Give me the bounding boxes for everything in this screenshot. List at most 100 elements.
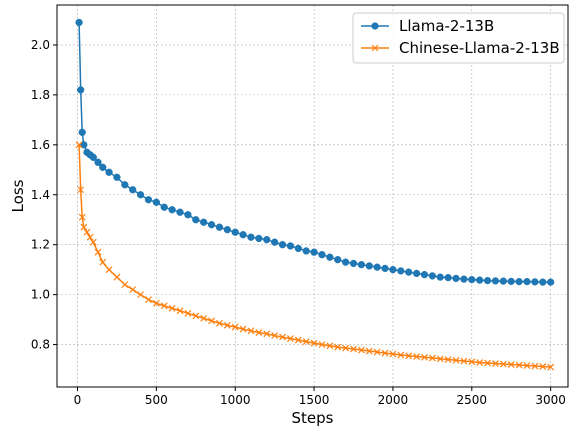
data-point (428, 272, 437, 280)
data-point (531, 362, 539, 370)
data-point (342, 344, 350, 352)
data-point (263, 236, 271, 244)
data-point (78, 213, 86, 221)
data-point (137, 291, 145, 299)
data-point (341, 258, 350, 266)
data-point (77, 186, 85, 194)
data-point (547, 278, 555, 286)
data-point (365, 347, 373, 355)
data-point (80, 141, 88, 149)
data-point (255, 329, 263, 336)
data-point (271, 332, 279, 339)
data-point (444, 273, 452, 282)
data-point (334, 343, 342, 351)
data-point (350, 345, 357, 353)
data-point (310, 339, 318, 347)
legend-item: Llama-2-13B (361, 17, 494, 35)
data-point (247, 233, 255, 241)
data-point (302, 338, 310, 345)
data-point (405, 268, 413, 276)
x-tick-label: 1500 (299, 393, 330, 407)
data-point (223, 226, 231, 234)
y-tick-label: 1.6 (31, 138, 50, 152)
data-point (247, 327, 255, 335)
data-point (349, 259, 358, 268)
data-point (86, 233, 94, 241)
data-point (318, 341, 326, 348)
series-layer (75, 18, 555, 371)
data-point (468, 358, 476, 366)
y-tick-label: 2.0 (31, 38, 50, 52)
x-tick-label: 2000 (378, 393, 409, 407)
y-tick-label: 1.2 (31, 238, 50, 252)
data-point (405, 352, 413, 360)
data-point (231, 228, 239, 236)
data-point (373, 263, 381, 271)
x-tick-label: 2500 (457, 393, 488, 407)
x-tick-label: 0 (74, 393, 82, 407)
data-point (397, 351, 405, 359)
data-point (539, 363, 547, 370)
data-point (436, 355, 444, 363)
y-tick-label: 1.8 (31, 88, 50, 102)
data-point (200, 314, 208, 322)
data-point (365, 262, 373, 270)
x-tick-label: 3000 (535, 393, 566, 407)
data-point (129, 186, 137, 194)
data-point (413, 353, 421, 360)
data-point (176, 208, 184, 216)
data-point (207, 221, 216, 229)
data-point (515, 277, 523, 286)
data-point (357, 261, 366, 269)
data-point (436, 273, 444, 281)
data-point (216, 319, 223, 327)
data-point (239, 231, 247, 239)
data-point (421, 353, 428, 361)
data-point (381, 264, 389, 273)
data-point (99, 163, 107, 171)
data-point (302, 247, 310, 255)
data-point (215, 223, 224, 231)
data-point (318, 251, 326, 259)
data-point (531, 278, 539, 286)
data-point (94, 248, 102, 256)
series-chinese-llama-2-13b (75, 141, 555, 371)
data-point (113, 273, 121, 281)
data-point (310, 248, 318, 256)
data-point (77, 86, 85, 94)
data-point (192, 312, 200, 320)
series-line (78, 144, 551, 368)
x-tick-label: 1000 (220, 393, 251, 407)
data-point (208, 317, 215, 325)
data-point (492, 360, 499, 367)
axis-ticks: 0 500 1000 1500 2000 2500 3000 0.8 1.0 1.2 1.4 1.6 1… (31, 38, 566, 407)
data-point (144, 196, 153, 204)
data-point (168, 206, 176, 214)
data-point (263, 330, 271, 338)
data-point (231, 323, 239, 331)
y-tick-label: 0.8 (31, 338, 50, 352)
data-point (223, 321, 231, 329)
x-tick-label: 500 (145, 393, 168, 407)
data-point (476, 359, 484, 366)
legend-label: Chinese-Llama-2-13B (399, 39, 560, 57)
data-point (381, 349, 389, 357)
data-point (160, 302, 168, 310)
data-point (145, 296, 152, 304)
data-point (121, 181, 129, 189)
data-point (270, 238, 279, 246)
data-point (523, 362, 531, 369)
data-point (357, 346, 365, 354)
data-point (523, 277, 531, 286)
data-point (483, 276, 492, 285)
data-point (184, 211, 192, 219)
data-point (507, 361, 515, 368)
x-axis-label: Steps (292, 409, 334, 427)
data-point (294, 244, 302, 253)
legend-item: Chinese-Llama-2-13B (361, 39, 560, 57)
series-llama-2-13b (75, 18, 555, 286)
legend-box (352, 12, 565, 64)
data-point (371, 44, 379, 52)
data-point (371, 22, 379, 30)
